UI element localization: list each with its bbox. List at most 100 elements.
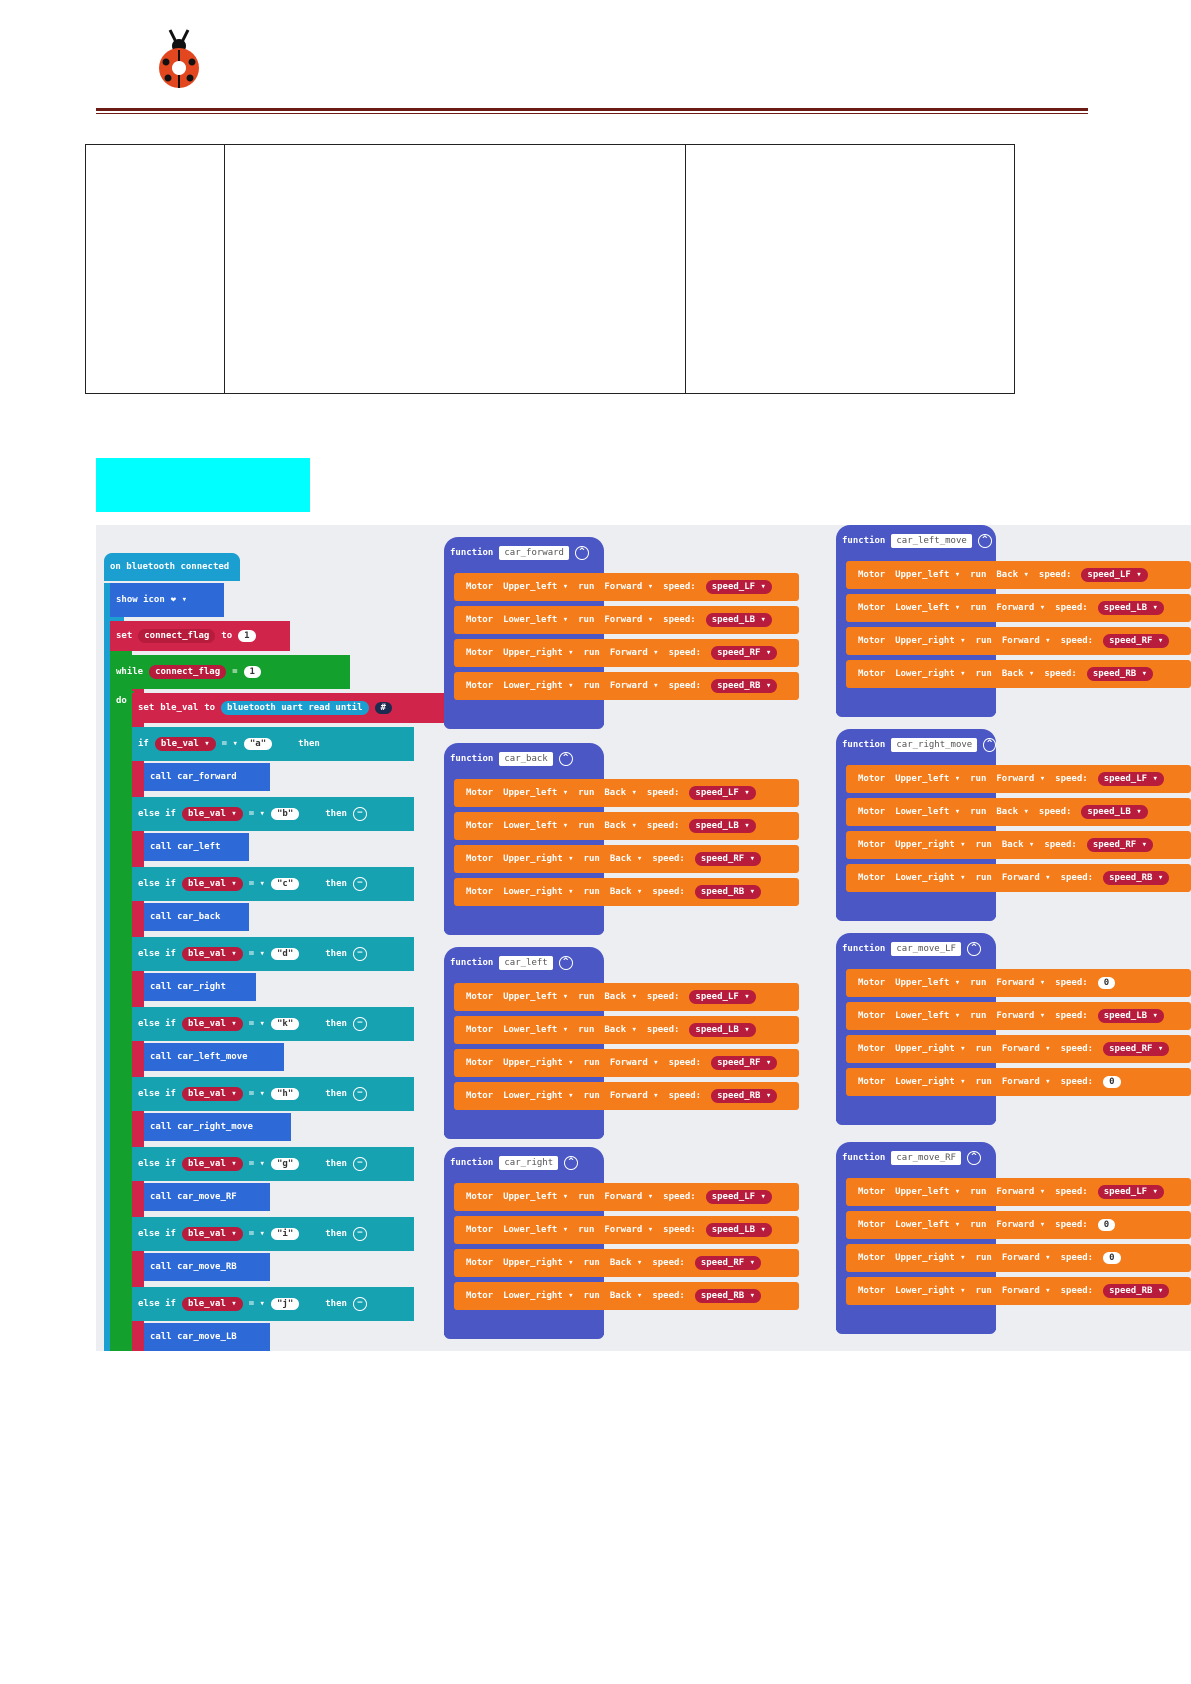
motor-block[interactable]: Motor Lower_right ▾ run Forward ▾ speed: spee… [846,864,1191,892]
speed-value[interactable]: speed_LB ▾ [1097,1009,1164,1023]
else-if-block[interactable]: else if ble_val ▾ = ▾ "b" then − [132,797,414,831]
motor-block[interactable]: Motor Lower_left ▾ run Forward ▾ speed: speed… [454,1216,799,1244]
motor-block[interactable]: Motor Lower_right ▾ run Forward ▾ speed: spee… [454,672,799,700]
call-block[interactable]: call car_move_RB [144,1253,270,1281]
set-ble-block[interactable]: set ble_val to bluetooth uart read until # [132,693,450,723]
function-name[interactable]: car_left [499,956,553,970]
motor-block[interactable]: Motor Upper_right ▾ run Forward ▾ speed: 0 [846,1244,1191,1272]
call-block[interactable]: call car_left [144,833,249,861]
else-if-block[interactable]: else if ble_val ▾ = ▾ "h" then − [132,1077,414,1111]
speed-value[interactable]: speed_RF ▾ [694,852,762,866]
motor-block[interactable]: Motor Upper_left ▾ run Forward ▾ speed: speed… [454,1183,799,1211]
motor-block[interactable]: Motor Upper_right ▾ run Forward ▾ speed: spee… [846,627,1191,655]
call-block[interactable]: call car_left_move [144,1043,284,1071]
collapse-icon[interactable]: ^ [983,738,996,752]
function-header[interactable]: function car_right_move ^ [836,729,996,761]
motor-block[interactable]: Motor Lower_right ▾ run Back ▾ speed: speed_R… [846,660,1191,688]
speed-value[interactable]: 0 [1097,1219,1116,1231]
call-block[interactable]: call car_back [144,903,249,931]
minus-icon[interactable]: − [352,947,367,961]
motor-block[interactable]: Motor Lower_right ▾ run Forward ▾ speed: spee… [454,1082,799,1110]
else-if-block[interactable]: else if ble_val ▾ = ▾ "g" then − [132,1147,414,1181]
speed-value[interactable]: speed_RB ▾ [694,885,762,899]
motor-block[interactable]: Motor Lower_left ▾ run Forward ▾ speed: speed… [454,606,799,634]
speed-value[interactable]: speed_RF ▾ [1103,634,1170,648]
motor-block[interactable]: Motor Upper_left ▾ run Back ▾ speed: speed_LF… [846,561,1191,589]
motor-block[interactable]: Motor Lower_left ▾ run Forward ▾ speed: 0 [846,1211,1191,1239]
speed-value[interactable]: speed_RF ▾ [1103,1042,1170,1056]
speed-value[interactable]: speed_LB ▾ [689,1023,756,1037]
collapse-icon[interactable]: ^ [558,956,573,970]
speed-value[interactable]: speed_LF ▾ [705,580,772,594]
motor-block[interactable]: Motor Lower_right ▾ run Forward ▾ speed: spee… [846,1277,1191,1305]
event-block[interactable]: on bluetooth connected [104,553,240,581]
while-block[interactable]: while connect_flag = 1 [110,655,350,689]
speed-value[interactable]: speed_LF ▾ [689,786,756,800]
speed-value[interactable]: speed_RB ▾ [694,1289,762,1303]
collapse-icon[interactable]: ^ [574,546,589,560]
function-name[interactable]: car_left_move [891,534,972,548]
speed-value[interactable]: speed_LB ▾ [705,613,772,627]
function-name[interactable]: car_forward [499,546,569,560]
speed-value[interactable]: speed_RB ▾ [711,679,778,693]
function-header[interactable]: function car_left_move ^ [836,525,996,557]
motor-block[interactable]: Motor Upper_left ▾ run Forward ▾ speed: 0 [846,969,1191,997]
else-if-block[interactable]: else if ble_val ▾ = ▾ "k" then − [132,1007,414,1041]
minus-icon[interactable]: − [352,1227,367,1241]
speed-value[interactable]: speed_RF ▾ [1086,838,1154,852]
speed-value[interactable]: 0 [1103,1076,1121,1088]
minus-icon[interactable]: − [352,1297,367,1311]
collapse-icon[interactable]: ^ [977,534,992,548]
speed-value[interactable]: 0 [1097,977,1116,989]
speed-value[interactable]: speed_RF ▾ [711,1056,778,1070]
function-header[interactable]: function car_move_LF ^ [836,933,996,965]
minus-icon[interactable]: − [352,807,367,821]
function-name[interactable]: car_right_move [891,738,978,752]
motor-block[interactable]: Motor Lower_left ▾ run Forward ▾ speed: speed… [846,1002,1191,1030]
motor-block[interactable]: Motor Lower_right ▾ run Back ▾ speed: speed_R… [454,878,799,906]
speed-value[interactable]: speed_RF ▾ [694,1256,762,1270]
minus-icon[interactable]: − [352,877,367,891]
speed-value[interactable]: speed_RB ▾ [711,1089,778,1103]
motor-block[interactable]: Motor Upper_right ▾ run Forward ▾ speed: spee… [846,1035,1191,1063]
speed-value[interactable]: 0 [1103,1252,1121,1264]
collapse-icon[interactable]: ^ [966,1151,981,1165]
motor-block[interactable]: Motor Lower_left ▾ run Back ▾ speed: speed_LB… [454,1016,799,1044]
speed-value[interactable]: speed_LF ▾ [705,1190,772,1204]
speed-value[interactable]: speed_RF ▾ [711,646,778,660]
motor-block[interactable]: Motor Upper_right ▾ run Forward ▾ speed: spee… [454,1049,799,1077]
minus-icon[interactable]: − [352,1017,367,1031]
function-header[interactable]: function car_move_RF ^ [836,1142,996,1174]
function-name[interactable]: car_move_RF [891,1151,961,1165]
speed-value[interactable]: speed_RB ▾ [1103,871,1170,885]
collapse-icon[interactable]: ^ [966,942,981,956]
speed-value[interactable]: speed_LF ▾ [1097,772,1164,786]
motor-block[interactable]: Motor Lower_left ▾ run Back ▾ speed: speed_LB… [846,798,1191,826]
speed-value[interactable]: speed_LB ▾ [705,1223,772,1237]
speed-value[interactable]: speed_LB ▾ [1097,601,1164,615]
function-name[interactable]: car_back [499,752,553,766]
motor-block[interactable]: Motor Upper_left ▾ run Forward ▾ speed: speed… [846,765,1191,793]
speed-value[interactable]: speed_LB ▾ [1081,805,1148,819]
speed-value[interactable]: speed_RB ▾ [1086,667,1154,681]
motor-block[interactable]: Motor Upper_right ▾ run Back ▾ speed: speed_R… [454,1249,799,1277]
call-block[interactable]: call car_move_RF [144,1183,270,1211]
function-header[interactable]: function car_forward ^ [444,537,604,569]
minus-icon[interactable]: − [352,1157,367,1171]
call-block[interactable]: call car_forward [144,763,270,791]
function-name[interactable]: car_move_LF [891,942,961,956]
motor-block[interactable]: Motor Upper_left ▾ run Forward ▾ speed: speed… [846,1178,1191,1206]
motor-block[interactable]: Motor Lower_right ▾ run Forward ▾ speed: 0 [846,1068,1191,1096]
set-flag-block[interactable]: set connect_flag to 1 [110,621,290,651]
function-header[interactable]: function car_back ^ [444,743,604,775]
show-icon-block[interactable]: show icon ❤ ▾ [110,583,224,617]
call-block[interactable]: call car_right [144,973,256,1001]
motor-block[interactable]: Motor Lower_left ▾ run Back ▾ speed: speed_LB… [454,812,799,840]
call-block[interactable]: call car_right_move [144,1113,291,1141]
motor-block[interactable]: Motor Upper_right ▾ run Forward ▾ speed: spee… [454,639,799,667]
motor-block[interactable]: Motor Lower_right ▾ run Back ▾ speed: speed_R… [454,1282,799,1310]
motor-block[interactable]: Motor Upper_left ▾ run Forward ▾ speed: speed… [454,573,799,601]
function-header[interactable]: function car_right ^ [444,1147,604,1179]
motor-block[interactable]: Motor Lower_left ▾ run Forward ▾ speed: speed… [846,594,1191,622]
speed-value[interactable]: speed_LF ▾ [1097,1185,1164,1199]
